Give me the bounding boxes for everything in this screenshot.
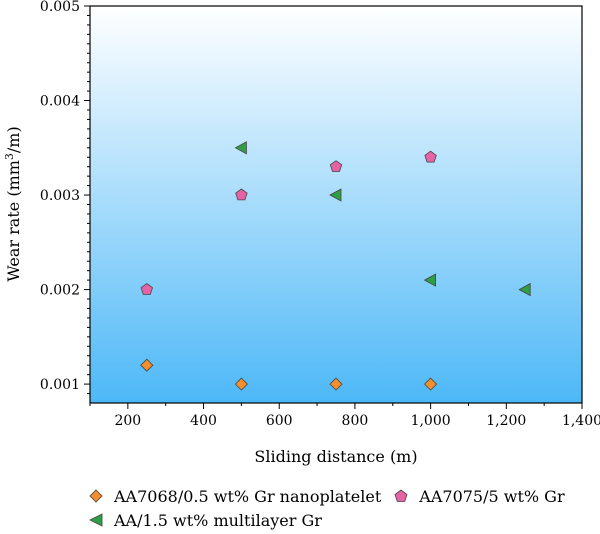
legend: AA7068/0.5 wt% Gr nanoplatelet AA7075/5 … bbox=[88, 484, 588, 532]
y-tick-label: 0.002 bbox=[40, 283, 80, 299]
x-tick-label: 400 bbox=[190, 413, 217, 429]
y-tick-label: 0.001 bbox=[40, 377, 80, 393]
x-tick-label: 1,400 bbox=[562, 413, 600, 429]
x-tick-label: 800 bbox=[342, 413, 369, 429]
triangle-left-marker-icon bbox=[88, 512, 104, 528]
diamond-marker-icon bbox=[88, 488, 104, 504]
x-axis-title: Sliding distance (m) bbox=[254, 447, 417, 466]
data-point-s0-p2 bbox=[329, 377, 343, 391]
y-tick-label: 0.004 bbox=[40, 94, 80, 110]
data-point-s0-p3 bbox=[424, 377, 438, 391]
pentagon-marker-icon bbox=[393, 488, 409, 504]
legend-label-1: AA7075/5 wt% Gr bbox=[419, 486, 565, 506]
data-point-s2-p3 bbox=[518, 282, 531, 297]
data-point-s1-p2 bbox=[329, 160, 343, 172]
legend-row-1: AA7068/0.5 wt% Gr nanoplatelet AA7075/5 … bbox=[88, 484, 588, 508]
x-tick-label: 200 bbox=[114, 413, 141, 429]
y-axis-title: Wear rate (mm3/m) bbox=[3, 126, 23, 281]
data-point-s1-p1 bbox=[235, 188, 248, 201]
legend-label-0: AA7068/0.5 wt% Gr nanoplatelet bbox=[114, 486, 382, 506]
scatter-chart: 200 400 600 800 1,000 1,200 1,400 0.001 0.002 0.0… bbox=[3, 0, 600, 466]
y-tick-label: 0.005 bbox=[40, 0, 80, 15]
x-tick-label: 1,000 bbox=[411, 413, 451, 429]
data-point-s2-p2 bbox=[423, 273, 437, 287]
data-point-s1-p0 bbox=[140, 283, 153, 295]
data-point-s0-p0 bbox=[140, 358, 154, 372]
plot-frame bbox=[89, 5, 583, 404]
plot-area bbox=[90, 6, 582, 403]
legend-item-1: AA7075/5 wt% Gr bbox=[393, 486, 565, 506]
data-point-s0-p1 bbox=[234, 377, 248, 391]
y-tick-label: 0.003 bbox=[40, 188, 80, 204]
legend-label-2: AA/1.5 wt% multilayer Gr bbox=[114, 510, 322, 530]
data-point-s2-p0 bbox=[234, 141, 247, 155]
legend-item-2: AA/1.5 wt% multilayer Gr bbox=[88, 511, 322, 530]
data-point-s2-p1 bbox=[329, 188, 342, 202]
x-tick-label: 600 bbox=[266, 413, 293, 429]
legend-row-2: AA/1.5 wt% multilayer Gr bbox=[88, 508, 588, 532]
x-tick-label: 1,200 bbox=[486, 413, 526, 429]
data-point-s1-p3 bbox=[424, 150, 437, 163]
legend-item-0: AA7068/0.5 wt% Gr nanoplatelet bbox=[88, 487, 381, 506]
